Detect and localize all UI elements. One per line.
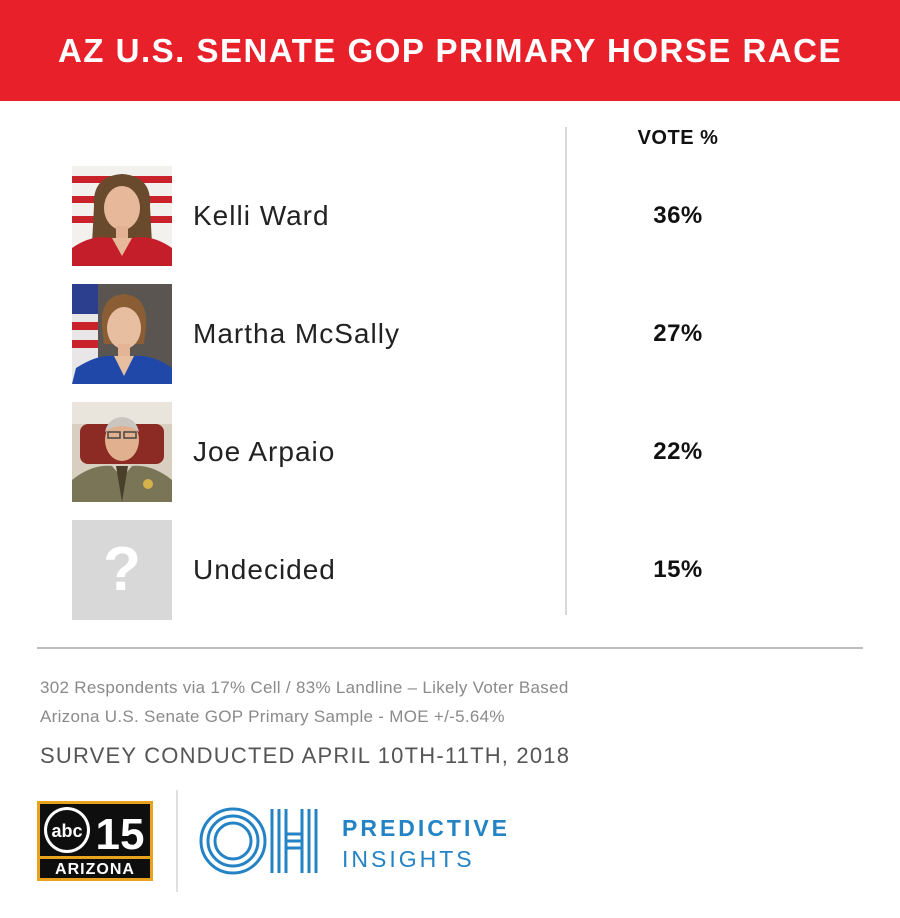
- candidate-photo-martha-mcsally: [72, 284, 172, 384]
- insights-text: INSIGHTS: [342, 846, 475, 872]
- survey-dates: SURVEY CONDUCTED APRIL 10TH-11TH, 2018: [40, 743, 571, 768]
- abc15-logo: abc 15 ARIZONA: [37, 801, 153, 881]
- vote-percent-value: 27%: [653, 320, 703, 347]
- candidate-name: Martha McSally: [193, 318, 400, 349]
- methodology-note: 302 Respondents via 17% Cell / 83% Landl…: [40, 678, 569, 697]
- question-mark-icon: ?: [103, 535, 141, 604]
- vote-percent-value: 36%: [653, 202, 703, 229]
- page-title: AZ U.S. SENATE GOP PRIMARY HORSE RACE: [57, 31, 843, 69]
- abc-logo-number: 15: [96, 810, 145, 859]
- oh-predictive-insights-logo: [198, 806, 320, 876]
- candidate-photo-kelli-ward: [72, 166, 172, 266]
- vote-percent-header: VOTE %: [637, 127, 719, 149]
- table-row: Kelli Ward 36%: [0, 166, 900, 266]
- table-row: Martha McSally 27%: [0, 284, 900, 384]
- predictive-text: PREDICTIVE: [342, 815, 511, 841]
- logo-divider: [176, 790, 178, 892]
- abc-logo-region: ARIZONA: [55, 861, 135, 878]
- vote-percent-value: 22%: [653, 438, 703, 465]
- table-row: ? Undecided 15%: [0, 520, 900, 620]
- sample-note: Arizona U.S. Senate GOP Primary Sample -…: [40, 707, 505, 726]
- undecided-placeholder: ?: [72, 520, 172, 620]
- candidate-photo-joe-arpaio: [72, 402, 172, 502]
- title-banner: AZ U.S. SENATE GOP PRIMARY HORSE RACE: [0, 0, 900, 101]
- footer-divider-line: [37, 647, 863, 649]
- table-row: Joe Arpaio 22%: [0, 402, 900, 502]
- abc-logo-text: abc: [51, 821, 82, 841]
- vote-percent-value: 15%: [653, 556, 703, 583]
- column-divider: [565, 127, 567, 615]
- candidate-name: Joe Arpaio: [193, 436, 336, 467]
- candidate-name: Kelli Ward: [193, 200, 330, 231]
- candidate-name: Undecided: [193, 554, 336, 585]
